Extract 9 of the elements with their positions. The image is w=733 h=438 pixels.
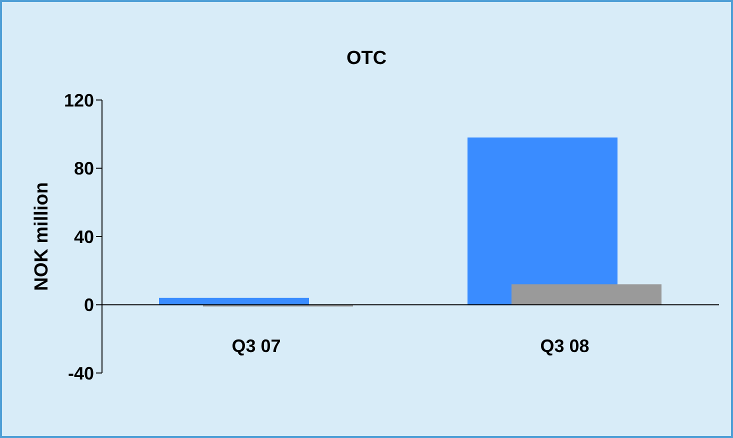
x-tick-label: Q3 07	[232, 336, 281, 356]
y-axis-title: NOK million	[32, 182, 53, 291]
y-tick-label: 120	[64, 90, 94, 110]
y-tick-label: 80	[74, 158, 94, 179]
x-tick-label: Q3 08	[540, 336, 590, 356]
chart-title: OTC	[345, 48, 388, 70]
y-tick-label: -40	[68, 363, 94, 384]
y-tick-label: 0	[84, 295, 94, 316]
y-tick-label: 40	[74, 226, 94, 247]
